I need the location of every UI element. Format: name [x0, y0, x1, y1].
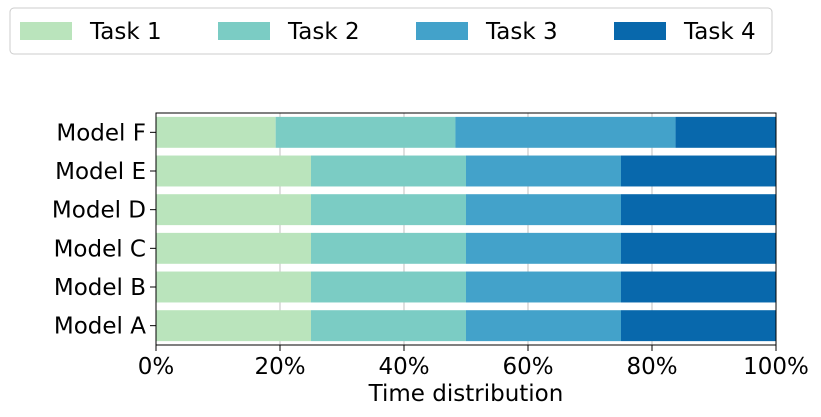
- x-axis-label: Time distribution: [368, 381, 564, 407]
- legend-label: Task 4: [683, 19, 756, 45]
- bar-segment: [466, 232, 621, 264]
- legend-label: Task 2: [287, 19, 360, 45]
- x-tick-label: 80%: [626, 354, 677, 380]
- y-tick-label: Model B: [54, 275, 146, 301]
- legend-swatch: [20, 22, 72, 40]
- y-tick-label: Model C: [54, 236, 146, 262]
- x-tick-label: 0%: [138, 354, 175, 380]
- x-tick-label: 20%: [254, 354, 305, 380]
- x-axis: 0% 20% 40% 60% 80% 100%: [138, 345, 809, 380]
- y-tick-label: Model A: [54, 314, 146, 340]
- bar-segment: [675, 116, 776, 148]
- bar-segment: [156, 310, 311, 342]
- bar-segment: [311, 155, 466, 187]
- plot-area-frame: [155, 112, 777, 346]
- legend-swatch: [416, 22, 468, 40]
- bar-segment: [621, 155, 776, 187]
- bar-segment: [156, 116, 276, 148]
- legend-swatch: [218, 22, 270, 40]
- bar-segment: [466, 271, 621, 303]
- bar-segment: [466, 194, 621, 226]
- legend-label: Task 3: [485, 19, 558, 45]
- y-axis: Model A Model B Model C Model D Model E Model…: [52, 120, 156, 340]
- y-tick-label: Model F: [56, 120, 146, 146]
- bar-segment: [275, 116, 456, 148]
- x-tick-label: 100%: [743, 354, 809, 380]
- bar-segment: [466, 310, 621, 342]
- bar-segment: [156, 232, 311, 264]
- bar-segment: [466, 155, 621, 187]
- bar-segments: [156, 116, 776, 342]
- bar-segment: [311, 232, 466, 264]
- bar-segment: [621, 194, 776, 226]
- legend: Task 1 Task 2 Task 3 Task 4: [9, 7, 773, 55]
- x-tick-label: 40%: [378, 354, 429, 380]
- bar-segment: [156, 194, 311, 226]
- bar-segment: [621, 232, 776, 264]
- bar-segment: [311, 194, 466, 226]
- y-tick-label: Model D: [52, 198, 146, 224]
- y-tick-label: Model E: [55, 159, 146, 185]
- bar-segment: [156, 155, 311, 187]
- legend-label: Task 1: [89, 19, 162, 45]
- bar-segment: [455, 116, 676, 148]
- legend-swatch: [614, 22, 666, 40]
- legend-frame: [9, 7, 773, 55]
- bar-segment: [311, 271, 466, 303]
- bar-segment: [311, 310, 466, 342]
- bar-segment: [156, 271, 311, 303]
- bar-segment: [621, 271, 776, 303]
- x-tick-label: 60%: [502, 354, 553, 380]
- bar-segment: [621, 310, 776, 342]
